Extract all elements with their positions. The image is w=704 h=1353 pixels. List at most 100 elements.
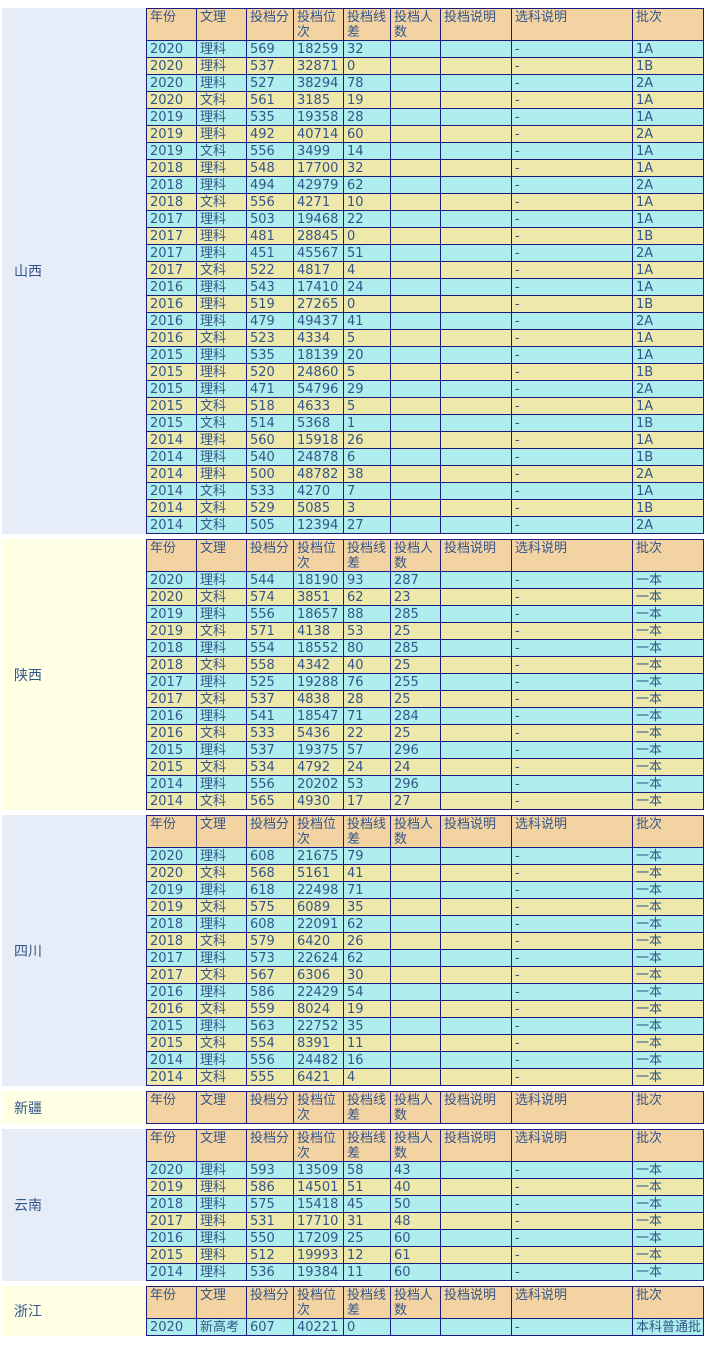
table-cell: 58 (343, 1161, 391, 1179)
table-cell: 2019 (146, 142, 197, 160)
column-header: 投档线差 (343, 8, 391, 41)
table-cell: 2018 (146, 176, 197, 194)
table-cell: 541 (246, 707, 294, 725)
table-cell: 一本 (632, 1263, 704, 1281)
table-cell: 14 (343, 142, 391, 160)
table-cell: - (511, 1034, 633, 1052)
table-cell (390, 397, 441, 415)
table-cell: 一本 (632, 588, 704, 606)
table-row: 2018 理科 575 15418 45 50 - 一本 (146, 1195, 704, 1213)
column-header: 投档位次 (293, 8, 344, 41)
table-cell (440, 74, 512, 92)
table-row: 2019 文科 575 6089 35 - 一本 (146, 898, 704, 916)
table-cell (390, 346, 441, 364)
table-cell: 608 (246, 915, 294, 933)
table-row: 2014 理科 556 24482 16 - 一本 (146, 1051, 704, 1069)
table-cell: 25 (390, 622, 441, 640)
table-cell: - (511, 1263, 633, 1281)
table-cell (440, 329, 512, 347)
table-cell: 1A (632, 431, 704, 449)
table-cell: 32871 (293, 57, 344, 75)
column-header: 投档位次 (293, 1286, 344, 1319)
table-cell: 567 (246, 966, 294, 984)
province-section: 浙江 年份 文理 投档分 投档位次 投档线差 投档人数 投档说明 选科说明 批次 2020 新高考… (2, 1286, 704, 1336)
table-cell: 2018 (146, 1195, 197, 1213)
table-cell: 6 (343, 448, 391, 466)
table-cell (440, 499, 512, 517)
table-cell: 2018 (146, 915, 197, 933)
table-cell: 文科 (196, 261, 247, 279)
table-body: 2020 理科 544 18190 93 287- 一本 2020 文科 574 3851 62 23-… (146, 571, 704, 810)
table-cell: 17710 (293, 1212, 344, 1230)
table-cell: 76 (343, 673, 391, 691)
table-cell: 53 (343, 775, 391, 793)
column-header: 投档人数 (390, 8, 441, 41)
table-cell: - (511, 932, 633, 950)
table-cell: - (511, 741, 633, 759)
header-row: 年份 文理 投档分 投档位次 投档线差 投档人数 投档说明 选科说明 批次 (146, 8, 704, 41)
table-cell: 2015 (146, 1246, 197, 1264)
table-cell (390, 176, 441, 194)
table-cell: 理科 (196, 346, 247, 364)
table-cell: 574 (246, 588, 294, 606)
column-header: 投档位次 (293, 1129, 344, 1162)
column-header: 投档分 (246, 1286, 294, 1319)
table-row: 2020 文科 561 3185 19 -1A (146, 91, 704, 109)
table-cell: - (511, 448, 633, 466)
table-cell: 42979 (293, 176, 344, 194)
column-header: 选科说明 (511, 1091, 633, 1124)
table-cell (390, 142, 441, 160)
table-cell: - (511, 656, 633, 674)
table-cell: 22091 (293, 915, 344, 933)
column-header: 年份 (146, 1091, 197, 1124)
province-cell: 云南 (2, 1129, 146, 1281)
table-cell: 一本 (632, 1161, 704, 1179)
table-cell: 理科 (196, 57, 247, 75)
table-cell (390, 1068, 441, 1086)
table-cell (440, 1263, 512, 1281)
header-row: 年份 文理 投档分 投档位次 投档线差 投档人数 投档说明 选科说明 批次 (146, 539, 704, 572)
table-cell: 61 (390, 1246, 441, 1264)
table-cell: - (511, 142, 633, 160)
table-cell (440, 656, 512, 674)
table-cell: 2020 (146, 40, 197, 58)
table-row: 2015 理科 512 19993 12 61 - 一本 (146, 1246, 704, 1264)
table-cell: 理科 (196, 571, 247, 589)
table-cell: 5085 (293, 499, 344, 517)
table-cell: 586 (246, 983, 294, 1001)
table-cell: - (511, 516, 633, 534)
table-cell (440, 91, 512, 109)
column-header: 批次 (632, 539, 704, 572)
table-cell: 45 (343, 1195, 391, 1213)
table-cell (440, 108, 512, 126)
table-cell: 2A (632, 312, 704, 330)
table-cell: - (511, 210, 633, 228)
table-cell: - (511, 414, 633, 432)
table-cell: 2015 (146, 346, 197, 364)
table-cell: 53 (343, 622, 391, 640)
table-cell: 理科 (196, 312, 247, 330)
table-cell: 2015 (146, 758, 197, 776)
table-cell (440, 639, 512, 657)
table-cell: 62 (343, 949, 391, 967)
table-row: 2014 理科 540 24878 6 -1B (146, 448, 704, 466)
table-cell: 80 (343, 639, 391, 657)
table-cell: 4930 (293, 792, 344, 810)
table-cell: 理科 (196, 1051, 247, 1069)
table-row: 2018 理科 548 17700 32 -1A (146, 159, 704, 177)
table-cell (390, 864, 441, 882)
table-cell: 文科 (196, 499, 247, 517)
table-cell (440, 465, 512, 483)
table-cell: 24878 (293, 448, 344, 466)
province-section: 云南 年份 文理 投档分 投档位次 投档线差 投档人数 投档说明 选科说明 批次 2020 理科 5… (2, 1129, 704, 1281)
table-row: 2014 文科 565 4930 17 27 - 一本 (146, 792, 704, 810)
table-cell: 2014 (146, 792, 197, 810)
province-cell: 陕西 (2, 539, 146, 810)
table-cell: 2019 (146, 125, 197, 143)
table-cell: 理科 (196, 881, 247, 899)
table-cell: 0 (343, 57, 391, 75)
table-row: 2020 理科 593 13509 58 43 - 一本 (146, 1161, 704, 1179)
table-row: 2015 文科 534 4792 24 24- 一本 (146, 758, 704, 776)
table-cell: 556 (246, 605, 294, 623)
table-cell: 500 (246, 465, 294, 483)
